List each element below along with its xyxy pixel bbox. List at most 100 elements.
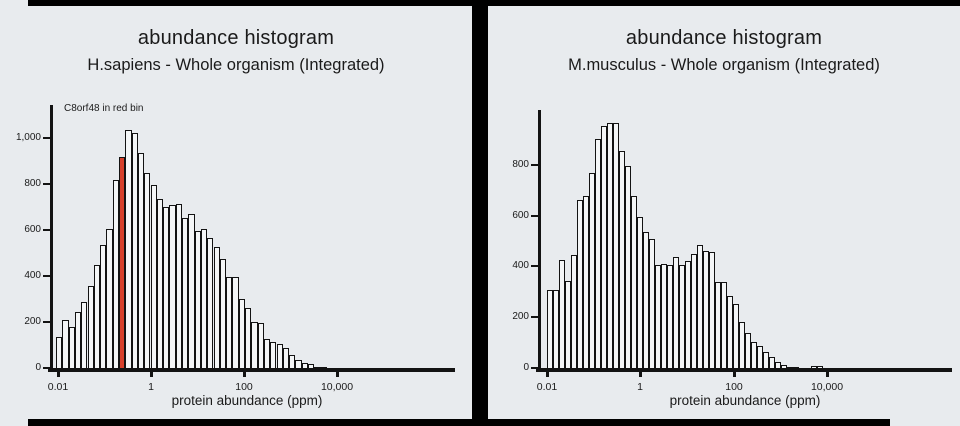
histogram-bar xyxy=(194,231,201,369)
histogram-bar xyxy=(131,133,138,369)
y-axis-tick-label: 200 xyxy=(512,311,529,323)
y-axis-tick-label: 200 xyxy=(24,316,41,327)
chart-subtitle: H.sapiens - Whole organism (Integrated) xyxy=(87,56,385,74)
histogram-bar xyxy=(308,364,315,369)
histogram-bar xyxy=(106,229,113,369)
histogram-bar xyxy=(245,308,252,369)
x-axis-tick xyxy=(826,372,829,377)
y-axis-tick xyxy=(43,137,51,139)
histogram-bar xyxy=(270,342,277,369)
y-axis-tick-label: 0 xyxy=(35,362,41,373)
x-axis-tick xyxy=(243,372,246,377)
hsapiens-histogram-panel: abundance histogram H.sapiens - Whole or… xyxy=(0,0,472,426)
histogram-bar xyxy=(137,153,145,369)
x-axis-tick xyxy=(733,372,736,377)
x-axis-tick-label: 1 xyxy=(148,381,154,393)
histogram-bar xyxy=(697,245,703,369)
y-axis-tick xyxy=(43,321,51,323)
y-axis-tick-label: 1,000 xyxy=(15,132,41,143)
histogram-bar xyxy=(577,200,583,369)
histogram-bar xyxy=(559,260,565,369)
histogram-bar xyxy=(163,207,170,369)
histogram-bar xyxy=(703,251,709,369)
chart-title: abundance histogram xyxy=(625,27,823,49)
histogram-bar xyxy=(625,166,631,369)
x-axis-tick-label: 1 xyxy=(637,381,643,393)
histogram-bar xyxy=(661,264,667,369)
histogram-bar xyxy=(232,277,239,369)
histogram-bar xyxy=(295,360,302,369)
histogram-bar xyxy=(631,196,637,369)
histogram-bar xyxy=(156,199,164,369)
histogram-bar xyxy=(739,322,745,369)
histogram-bar xyxy=(320,367,327,369)
histogram-bar xyxy=(613,123,619,369)
histogram-bar xyxy=(811,366,817,369)
x-axis-tick xyxy=(57,372,60,377)
histogram-bar xyxy=(100,245,107,369)
x-axis-tick xyxy=(150,372,153,377)
histogram-bar xyxy=(226,277,233,369)
histogram-bar xyxy=(263,339,271,369)
histogram-bar xyxy=(643,232,649,369)
histogram-bar xyxy=(595,139,601,369)
histogram-bar xyxy=(775,362,781,369)
y-axis-tick-label: 800 xyxy=(24,178,41,189)
histogram-bar xyxy=(257,323,264,369)
mmusculus-histogram-panel: abundance histogram M.musculus - Whole o… xyxy=(488,0,960,426)
histogram-bar xyxy=(619,151,625,369)
histogram-bar xyxy=(289,355,296,369)
histogram-bar xyxy=(679,265,685,369)
histogram-bar xyxy=(182,218,189,369)
y-axis-tick xyxy=(531,316,539,319)
x-axis-line xyxy=(536,368,952,372)
y-axis-tick-label: 0 xyxy=(523,362,529,373)
y-axis-tick xyxy=(43,367,51,369)
histogram-bar xyxy=(74,312,82,369)
histogram-bar xyxy=(553,290,559,369)
histogram-bar xyxy=(547,290,553,369)
y-axis-tick xyxy=(531,163,539,166)
x-axis-tick xyxy=(336,372,339,377)
y-axis-tick-label: 400 xyxy=(24,270,41,281)
histogram-bar xyxy=(169,205,176,369)
histogram-bar xyxy=(757,346,763,369)
histogram-bar xyxy=(793,367,799,369)
histogram-bar xyxy=(565,281,571,369)
y-axis-tick xyxy=(531,367,539,369)
y-axis-line xyxy=(50,105,53,372)
histogram-bar xyxy=(238,299,245,369)
histogram-bar xyxy=(733,304,739,369)
histogram-bar xyxy=(769,357,775,369)
histogram-bar xyxy=(125,130,132,369)
histogram-bar xyxy=(188,214,195,369)
y-axis-tick xyxy=(43,183,51,185)
histogram-bar xyxy=(175,204,182,369)
x-axis-tick-label: 0.01 xyxy=(536,381,558,393)
histogram-bar xyxy=(709,252,715,369)
histogram-bar xyxy=(251,322,258,369)
top-frame-strip xyxy=(28,0,960,6)
histogram-bar xyxy=(721,282,727,369)
histogram-bar xyxy=(62,320,69,369)
y-axis-tick-label: 400 xyxy=(512,260,529,272)
y-axis-line xyxy=(538,110,541,372)
x-axis-tick-label: 100 xyxy=(235,381,253,393)
x-axis-title: protein abundance (ppm) xyxy=(171,393,323,408)
histogram-bar xyxy=(751,342,757,369)
histogram-bar xyxy=(727,296,733,369)
histogram-bar xyxy=(571,255,577,369)
y-axis-tick xyxy=(43,275,51,277)
histogram-bar xyxy=(314,367,321,369)
histogram-bar xyxy=(781,365,787,369)
highlighted-histogram-bar xyxy=(119,157,126,369)
x-axis-tick xyxy=(639,372,642,377)
y-axis-tick xyxy=(531,265,539,268)
histogram-bar xyxy=(213,247,220,369)
histogram-bar xyxy=(200,229,208,369)
histogram-bar xyxy=(207,238,214,369)
histogram-bar xyxy=(787,367,793,369)
histogram-bar xyxy=(81,302,88,369)
